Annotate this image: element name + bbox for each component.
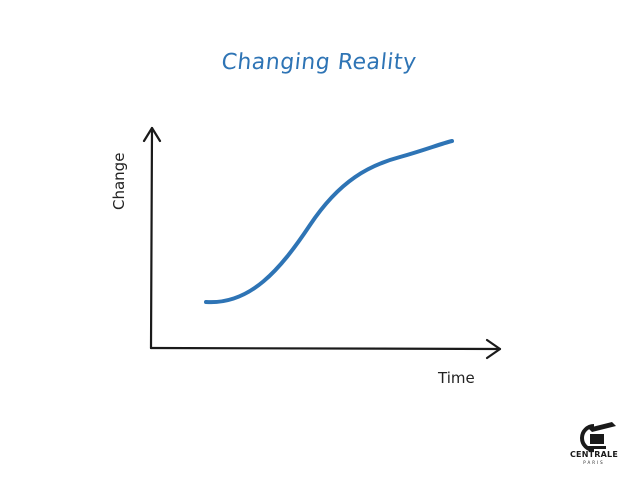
x-axis-label: Time — [437, 369, 475, 387]
centrale-paris-logo: CENTRALE PARIS — [566, 420, 622, 470]
x-axis — [149, 346, 502, 351]
x-axis-arrowhead — [485, 338, 502, 360]
y-axis-label: Change — [110, 153, 128, 210]
y-axis-arrowhead — [142, 126, 162, 143]
logo-wordmark: CENTRALE — [569, 450, 618, 459]
logo-subtitle: PARIS — [583, 460, 605, 465]
change-curve — [204, 139, 454, 305]
centrale-paris-logo-icon — [580, 422, 616, 452]
y-axis — [149, 126, 154, 350]
